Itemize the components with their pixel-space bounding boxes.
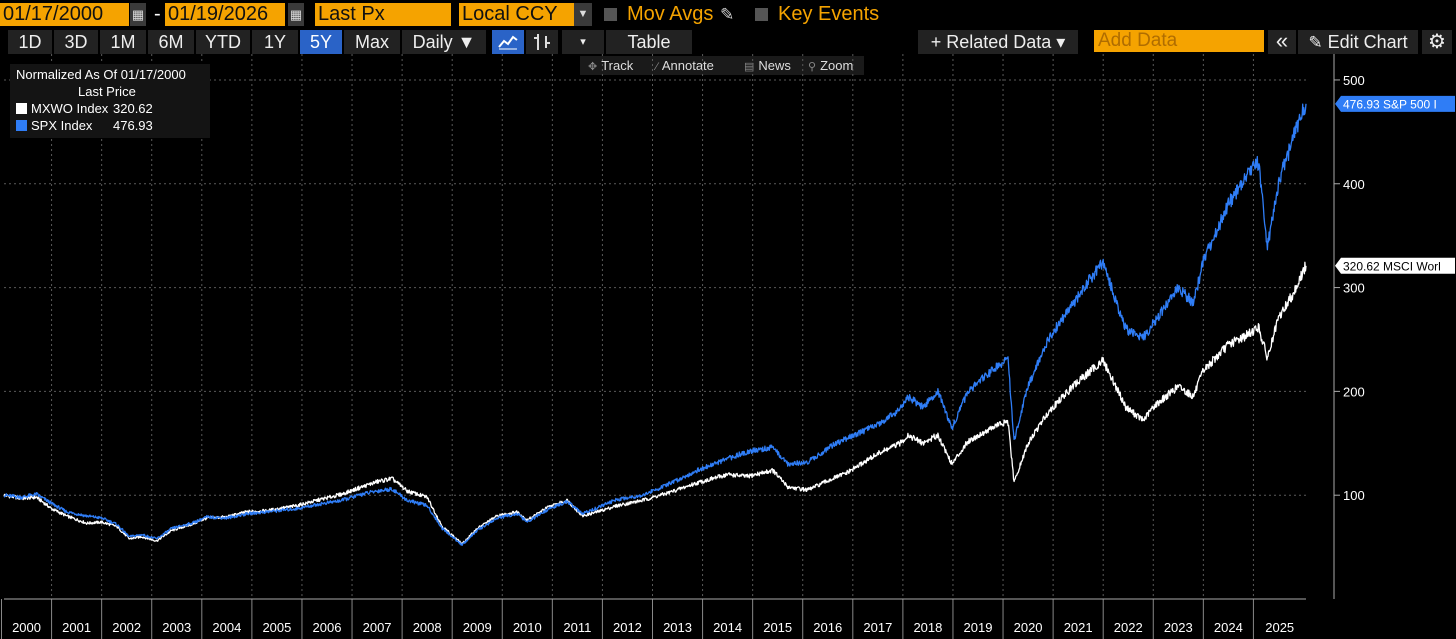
last-value-label-mxwo-index: 320.62 MSCI Worl (1335, 257, 1455, 274)
x-tick-label: 2004 (212, 620, 241, 635)
x-tick-label: 2024 (1214, 620, 1243, 635)
related-data-button[interactable]: + Related Data ▾ (918, 30, 1078, 54)
y-tick-label: 200 (1343, 384, 1365, 399)
pencil-icon: ✎ (1308, 33, 1323, 52)
range-ytd-button[interactable]: YTD (196, 30, 250, 54)
x-tick-label: 2020 (1014, 620, 1043, 635)
top-toolbar: 01/17/2000 ▦ - 01/19/2026 ▦ Last Px Loca… (0, 0, 1456, 28)
end-calendar-icon[interactable]: ▦ (288, 3, 304, 26)
range-5y-button[interactable]: 5Y (300, 30, 342, 54)
range-6m-button[interactable]: 6M (148, 30, 194, 54)
x-tick-label: 2003 (162, 620, 191, 635)
chart-tools-bar (580, 56, 864, 75)
chart-legend: Normalized As Of 01/17/2000 Last Price M… (10, 64, 210, 138)
x-tick-label: 2014 (713, 620, 742, 635)
legend-item-spx[interactable]: SPX Index 476.93 (16, 118, 153, 133)
legend-item-mxwo[interactable]: MXWO Index 320.62 (16, 101, 153, 116)
range-1m-button[interactable]: 1M (100, 30, 146, 54)
x-tick-label: 2005 (262, 620, 291, 635)
x-tick-label: 2002 (112, 620, 141, 635)
y-tick-label: 500 (1343, 73, 1365, 88)
legend-swatch (16, 120, 27, 131)
legend-swatch (16, 103, 27, 114)
x-tick-label: 2015 (763, 620, 792, 635)
x-tick-label: 2012 (613, 620, 642, 635)
key-events-label[interactable]: Key Events (778, 3, 880, 25)
x-tick-label: 2018 (913, 620, 942, 635)
range-1d-button[interactable]: 1D (8, 30, 52, 54)
date-separator: - (154, 3, 161, 25)
bar-chart-icon[interactable] (526, 30, 558, 54)
currency-dropdown-icon[interactable]: ▼ (574, 3, 592, 26)
legend-last-price: Last Price (78, 84, 136, 99)
edit-chart-button[interactable]: ✎ Edit Chart (1298, 30, 1418, 54)
last-value-tag (1335, 257, 1455, 274)
x-tick-label: 2006 (313, 620, 342, 635)
x-tick-label: 2000 (12, 620, 41, 635)
last-value-text: 320.62 MSCI Worl (1343, 259, 1441, 273)
x-tick-label: 2016 (813, 620, 842, 635)
edit-chart-label: Edit Chart (1327, 32, 1408, 52)
field-selector[interactable]: Last Px (315, 3, 451, 26)
x-tick-label: 2011 (563, 620, 591, 635)
x-tick-label: 2017 (863, 620, 892, 635)
magnifier-icon: ⚲ (808, 61, 817, 73)
range-1y-button[interactable]: 1Y (252, 30, 298, 54)
start-calendar-icon[interactable]: ▦ (130, 3, 146, 26)
y-tick-label: 400 (1343, 177, 1365, 192)
x-tick-label: 2007 (363, 620, 392, 635)
last-value-text: 476.93 S&P 500 I (1343, 97, 1437, 111)
collapse-icon[interactable]: « (1268, 30, 1296, 54)
x-tick-label: 2023 (1164, 620, 1193, 635)
last-value-label-spx-index: 476.93 S&P 500 I (1335, 95, 1455, 112)
frequency-dropdown[interactable]: Daily ▼ (402, 30, 486, 54)
line-chart-icon[interactable] (492, 30, 524, 54)
y-tick-label: 100 (1343, 488, 1365, 503)
table-button[interactable]: Table (606, 30, 692, 54)
chart-type-dropdown-icon[interactable]: ▾ (562, 30, 604, 54)
x-tick-label: 2022 (1114, 620, 1143, 635)
range-max-button[interactable]: Max (344, 30, 400, 54)
news-tool[interactable]: ▤ News (744, 58, 791, 73)
legend-normalized: Normalized As Of 01/17/2000 (16, 67, 186, 82)
end-date-field[interactable]: 01/19/2026 (165, 3, 285, 26)
x-tick-label: 2025 (1265, 620, 1294, 635)
x-tick-label: 2010 (513, 620, 542, 635)
range-3d-button[interactable]: 3D (54, 30, 98, 54)
zoom-tool[interactable]: ⚲ Zoom (808, 58, 854, 73)
x-tick-label: 2009 (463, 620, 492, 635)
y-tick-label: 300 (1343, 281, 1365, 296)
crosshair-icon: ✥ (588, 61, 598, 73)
add-data-input[interactable]: Add Data (1094, 30, 1264, 52)
mov-avgs-label[interactable]: Mov Avgs (627, 3, 714, 25)
x-tick-label: 2013 (663, 620, 692, 635)
start-date-field[interactable]: 01/17/2000 (0, 3, 129, 26)
annotate-icon: ∕ (656, 61, 658, 73)
price-chart[interactable]: 2000 2001 2002 2003 2004 2005 2006 2007 2008 2009… (0, 54, 1456, 639)
x-tick-label: 2001 (62, 620, 91, 635)
gear-icon[interactable]: ⚙ (1422, 30, 1452, 54)
x-tick-label: 2008 (413, 620, 442, 635)
series-line-spx-index (3, 103, 1307, 546)
annotate-tool[interactable]: ∕ Annotate (656, 58, 714, 73)
x-tick-label: 2021 (1064, 620, 1093, 635)
news-icon: ▤ (744, 61, 755, 73)
mov-avgs-checkbox[interactable] (604, 8, 617, 21)
x-tick-label: 2019 (964, 620, 993, 635)
key-events-checkbox[interactable] (755, 8, 768, 21)
series-line-mxwo-index (3, 261, 1307, 546)
last-value-tag (1335, 95, 1455, 112)
track-tool[interactable]: ✥ Track (588, 58, 634, 73)
pencil-icon[interactable]: ✎ (720, 5, 735, 24)
currency-selector[interactable]: Local CCY (459, 3, 574, 26)
